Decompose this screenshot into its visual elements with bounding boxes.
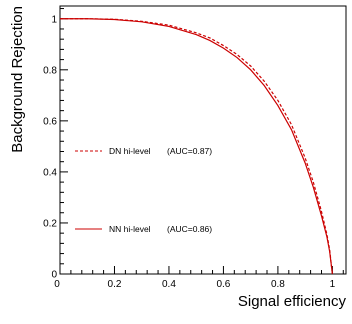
legend-label-dn: DN hi-level [109, 146, 151, 156]
x-tick-label: 1 [330, 279, 336, 290]
y-tick-label: 0.8 [43, 65, 57, 76]
x-axis-ticks: 0 0.2 0.4 0.6 0.8 1 [54, 266, 344, 290]
legend-auc-nn: (AUC=0.86) [167, 224, 212, 234]
y-tick-label: 0.6 [43, 116, 57, 127]
legend: DN hi-level (AUC=0.87) NN hi-level (AUC=… [75, 146, 212, 234]
legend-auc-dn: (AUC=0.87) [167, 146, 212, 156]
y-tick-label: 0 [51, 270, 57, 281]
x-tick-label: 0.2 [108, 279, 122, 290]
x-tick-label: 0.8 [271, 279, 285, 290]
y-tick-label: 0.4 [43, 167, 57, 178]
x-tick-label: 0.4 [162, 279, 176, 290]
y-tick-label: 0.2 [43, 218, 57, 229]
y-axis-title: Background Rejection [9, 6, 26, 153]
series-line-nn [60, 18, 333, 275]
series-lines [60, 18, 333, 275]
x-tick-label: 0 [54, 279, 60, 290]
x-axis-title: Signal efficiency [238, 293, 347, 310]
x-tick-label: 0.6 [216, 279, 230, 290]
y-axis-ticks: 0 0.2 0.4 0.6 0.8 1 [43, 8, 68, 281]
legend-label-nn: NN hi-level [109, 224, 151, 234]
plot-frame [59, 5, 347, 275]
y-tick-label: 1 [51, 14, 57, 25]
